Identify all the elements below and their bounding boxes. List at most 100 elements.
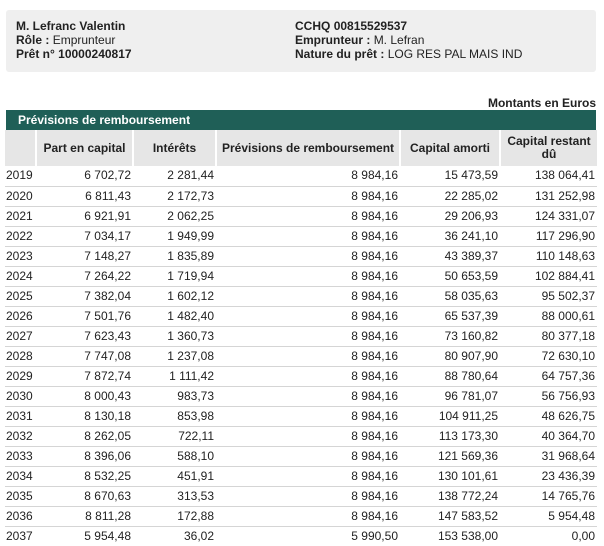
repayment-cell: 8 984,16	[216, 266, 400, 287]
amortized-capital-cell: 29 206,93	[400, 206, 500, 227]
table-row: 2033 8 396,06 588,10 8 984,16 121 569,36 31 9…	[5, 446, 597, 467]
amortized-capital-cell: 104 911,25	[400, 406, 500, 427]
interest-cell: 2 281,44	[133, 166, 216, 187]
year-cell: 2022	[5, 226, 36, 247]
amortized-capital-cell: 113 173,30	[400, 426, 500, 447]
capital-part-cell: 7 264,22	[36, 266, 133, 287]
year-cell: 2033	[5, 446, 36, 467]
capital-part-cell: 5 954,48	[36, 526, 133, 546]
table-row: 2025 7 382,04 1 602,12 8 984,16 58 035,63 95 …	[5, 286, 597, 307]
year-cell: 2024	[5, 266, 36, 287]
repayment-cell: 8 984,16	[216, 466, 400, 487]
capital-part-cell: 8 532,25	[36, 466, 133, 487]
amortized-capital-cell: 88 780,64	[400, 366, 500, 387]
table-row: 2032 8 262,05 722,11 8 984,16 113 173,30 40 3…	[5, 426, 597, 447]
capital-part-cell: 8 396,06	[36, 446, 133, 467]
repayment-cell: 8 984,16	[216, 246, 400, 267]
remaining-capital-cell: 56 756,93	[500, 386, 597, 407]
capital-part-cell: 7 382,04	[36, 286, 133, 307]
remaining-capital-cell: 124 331,07	[500, 206, 597, 227]
amortized-capital-cell: 147 583,52	[400, 506, 500, 527]
interest-cell: 1 835,89	[133, 246, 216, 267]
repayment-cell: 8 984,16	[216, 226, 400, 247]
interest-cell: 722,11	[133, 426, 216, 447]
year-cell: 2031	[5, 406, 36, 427]
interest-cell: 853,98	[133, 406, 216, 427]
repayment-cell: 8 984,16	[216, 406, 400, 427]
loan-info-panel: M. Lefranc Valentin Rôle : Emprunteur Pr…	[6, 10, 596, 72]
amortized-capital-cell: 36 241,10	[400, 226, 500, 247]
remaining-capital-cell: 48 626,75	[500, 406, 597, 427]
amortized-capital-cell: 22 285,02	[400, 186, 500, 207]
role-value: Emprunteur	[52, 33, 116, 47]
capital-part-cell: 7 872,74	[36, 366, 133, 387]
interest-cell: 451,91	[133, 466, 216, 487]
repayment-cell: 8 984,16	[216, 326, 400, 347]
role-line: Rôle : Emprunteur	[16, 33, 132, 47]
capital-part-cell: 6 811,43	[36, 186, 133, 207]
table-row: 2022 7 034,17 1 949,99 8 984,16 36 241,10 117…	[5, 226, 597, 247]
capital-part-cell: 8 670,63	[36, 486, 133, 507]
table-row: 2026 7 501,76 1 482,40 8 984,16 65 537,39 88 …	[5, 306, 597, 327]
capital-part-cell: 7 623,43	[36, 326, 133, 347]
loan-number: 10000240817	[58, 47, 132, 61]
account-number: 00815529537	[333, 19, 408, 33]
table-row: 2031 8 130,18 853,98 8 984,16 104 911,25 48 6…	[5, 406, 597, 427]
year-cell: 2036	[5, 506, 36, 527]
table-row: 2020 6 811,43 2 172,73 8 984,16 22 285,02 131…	[5, 186, 597, 207]
holder-name: M. Lefranc Valentin	[16, 19, 126, 33]
year-cell: 2030	[5, 386, 36, 407]
table-row: 2034 8 532,25 451,91 8 984,16 130 101,61 23 4…	[5, 466, 597, 487]
amortized-capital-cell: 58 035,63	[400, 286, 500, 307]
table-row: 2021 6 921,91 2 062,25 8 984,16 29 206,93 124…	[5, 206, 597, 227]
repayment-cell: 8 984,16	[216, 306, 400, 327]
section-title: Prévisions de remboursement	[6, 110, 596, 130]
remaining-capital-cell: 80 377,18	[500, 326, 597, 347]
capital-part-cell: 8 000,43	[36, 386, 133, 407]
year-cell: 2023	[5, 246, 36, 267]
table-row: 2023 7 148,27 1 835,89 8 984,16 43 389,37 110…	[5, 246, 597, 267]
holder-info: M. Lefranc Valentin Rôle : Emprunteur Pr…	[16, 19, 132, 61]
amortized-capital-cell: 15 473,59	[400, 166, 500, 187]
borrower-label: Emprunteur :	[295, 33, 371, 47]
repayment-cell: 8 984,16	[216, 346, 400, 367]
year-cell: 2027	[5, 326, 36, 347]
repayment-table: Part en capital Intérêts Prévisions de r…	[5, 130, 597, 546]
repayment-cell: 8 984,16	[216, 366, 400, 387]
capital-part-cell: 8 130,18	[36, 406, 133, 427]
year-cell: 2035	[5, 486, 36, 507]
repayment-cell: 8 984,16	[216, 186, 400, 207]
column-header-year	[5, 130, 37, 166]
account-line: CCHQ 00815529537	[295, 19, 522, 33]
capital-part-cell: 7 501,76	[36, 306, 133, 327]
capital-part-cell: 6 702,72	[36, 166, 133, 187]
year-cell: 2020	[5, 186, 36, 207]
table-header-row: Part en capital Intérêts Prévisions de r…	[5, 130, 597, 166]
interest-cell: 313,53	[133, 486, 216, 507]
interest-cell: 172,88	[133, 506, 216, 527]
interest-cell: 1 237,08	[133, 346, 216, 367]
year-cell: 2034	[5, 466, 36, 487]
interest-cell: 1 949,99	[133, 226, 216, 247]
table-row: 2029 7 872,74 1 111,42 8 984,16 88 780,64 64 …	[5, 366, 597, 387]
account-info: CCHQ 00815529537 Emprunteur : M. Lefran …	[295, 19, 522, 61]
column-header-interest: Intérêts	[133, 130, 217, 166]
capital-part-cell: 6 921,91	[36, 206, 133, 227]
remaining-capital-cell: 31 968,64	[500, 446, 597, 467]
remaining-capital-cell: 23 436,39	[500, 466, 597, 487]
repayment-cell: 8 984,16	[216, 286, 400, 307]
interest-cell: 1 719,94	[133, 266, 216, 287]
year-cell: 2029	[5, 366, 36, 387]
amortized-capital-cell: 121 569,36	[400, 446, 500, 467]
amortized-capital-cell: 50 653,59	[400, 266, 500, 287]
loan-nature-line: Nature du prêt : LOG RES PAL MAIS IND	[295, 47, 522, 61]
remaining-capital-cell: 138 064,41	[500, 166, 597, 187]
capital-part-cell: 7 148,27	[36, 246, 133, 267]
table-row: 2028 7 747,08 1 237,08 8 984,16 80 907,90 72 …	[5, 346, 597, 367]
interest-cell: 1 602,12	[133, 286, 216, 307]
nature-value: LOG RES PAL MAIS IND	[387, 47, 523, 61]
capital-part-cell: 7 034,17	[36, 226, 133, 247]
year-cell: 2019	[5, 166, 36, 187]
year-cell: 2026	[5, 306, 36, 327]
amortized-capital-cell: 73 160,82	[400, 326, 500, 347]
